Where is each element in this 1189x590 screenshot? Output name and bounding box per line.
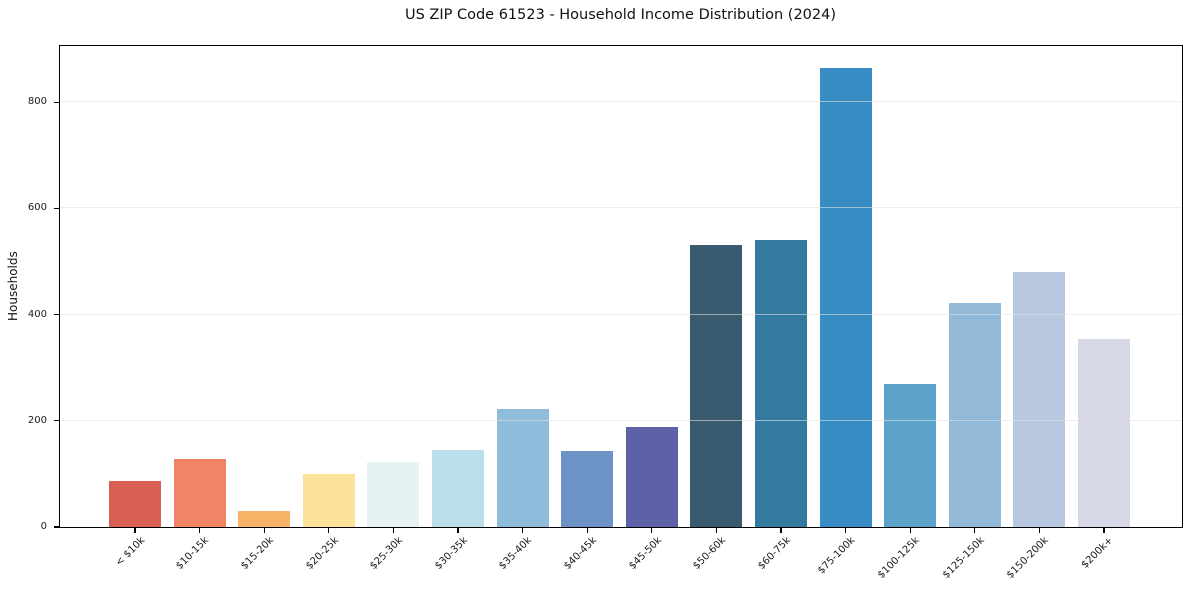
chart-title: US ZIP Code 61523 - Household Income Dis… [404, 7, 837, 23]
bar-$125-150k [948, 302, 1001, 527]
gridline-200 [60, 419, 1182, 421]
bar-$45-50k [625, 426, 678, 527]
x-tick-mark [651, 528, 653, 534]
x-tick-label: < $10k [113, 535, 147, 569]
bar-< $10k [109, 480, 161, 527]
x-tick-mark [522, 528, 524, 534]
y-tick-mark [53, 526, 59, 528]
bar-$35-40k [496, 409, 549, 527]
y-tick-label: 800 [27, 96, 47, 108]
x-tick-label: $40-45k [562, 535, 599, 572]
x-tick-mark [263, 528, 265, 534]
y-tick-mark [53, 314, 59, 316]
plot-area [59, 45, 1183, 528]
x-tick-mark [134, 528, 136, 534]
bar-$30-35k [432, 450, 484, 527]
x-tick-label: $30-35k [432, 535, 470, 572]
x-tick-label: $75-100k [815, 535, 858, 577]
bar-$50-60k [690, 245, 743, 527]
x-tick-mark [328, 528, 330, 534]
x-tick-label: $150-200k [1005, 535, 1052, 581]
x-tick-label: $200k+ [1079, 535, 1116, 571]
x-tick-mark [715, 528, 717, 534]
y-tick-label: 400 [27, 308, 47, 320]
y-tick-mark [53, 207, 59, 210]
bar-$25-30k [367, 462, 420, 527]
x-tick-mark [1038, 528, 1040, 534]
y-tick-label: 0 [40, 521, 47, 532]
bar-$20-25k [302, 473, 355, 527]
bar-$40-45k [561, 451, 614, 527]
y-tick-mark [53, 420, 59, 422]
x-tick-mark [1103, 528, 1105, 534]
bar-$150-200k [1013, 272, 1066, 527]
x-tick-label: $25-30k [368, 535, 406, 572]
gridline-400 [60, 313, 1182, 315]
x-tick-mark [780, 528, 782, 534]
bar-$200k+ [1078, 339, 1130, 527]
x-tick-mark [586, 528, 588, 534]
x-tick-mark [845, 528, 847, 534]
bar-$75-100k [819, 68, 872, 527]
bar-$60-75k [755, 240, 807, 527]
y-tick-mark [53, 101, 59, 103]
bar-$15-20k [238, 511, 291, 527]
x-tick-mark [974, 528, 976, 534]
y-tick-label: 600 [27, 202, 47, 214]
x-tick-label: $35-40k [497, 535, 535, 572]
x-tick-label: $45-50k [626, 535, 664, 572]
x-tick-label: $60-75k [755, 535, 793, 572]
bar-$100-125k [884, 384, 937, 527]
gridline-600 [60, 207, 1182, 209]
y-tick-label: 200 [27, 414, 47, 426]
x-tick-mark [199, 528, 201, 534]
x-tick-mark [457, 528, 459, 534]
gridline-800 [60, 101, 1182, 103]
x-tick-label: $15-20k [239, 535, 276, 572]
x-tick-label: $100-125k [876, 535, 922, 581]
x-tick-label: $10-15k [174, 535, 212, 572]
x-tick-label: $125-150k [940, 535, 987, 581]
x-tick-mark [392, 528, 394, 534]
y-axis-label: Households [6, 251, 20, 321]
x-tick-mark [909, 528, 911, 534]
x-tick-label: $50-60k [691, 535, 729, 572]
x-tick-label: $20-25k [303, 535, 341, 572]
bar-$10-15k [173, 459, 226, 527]
